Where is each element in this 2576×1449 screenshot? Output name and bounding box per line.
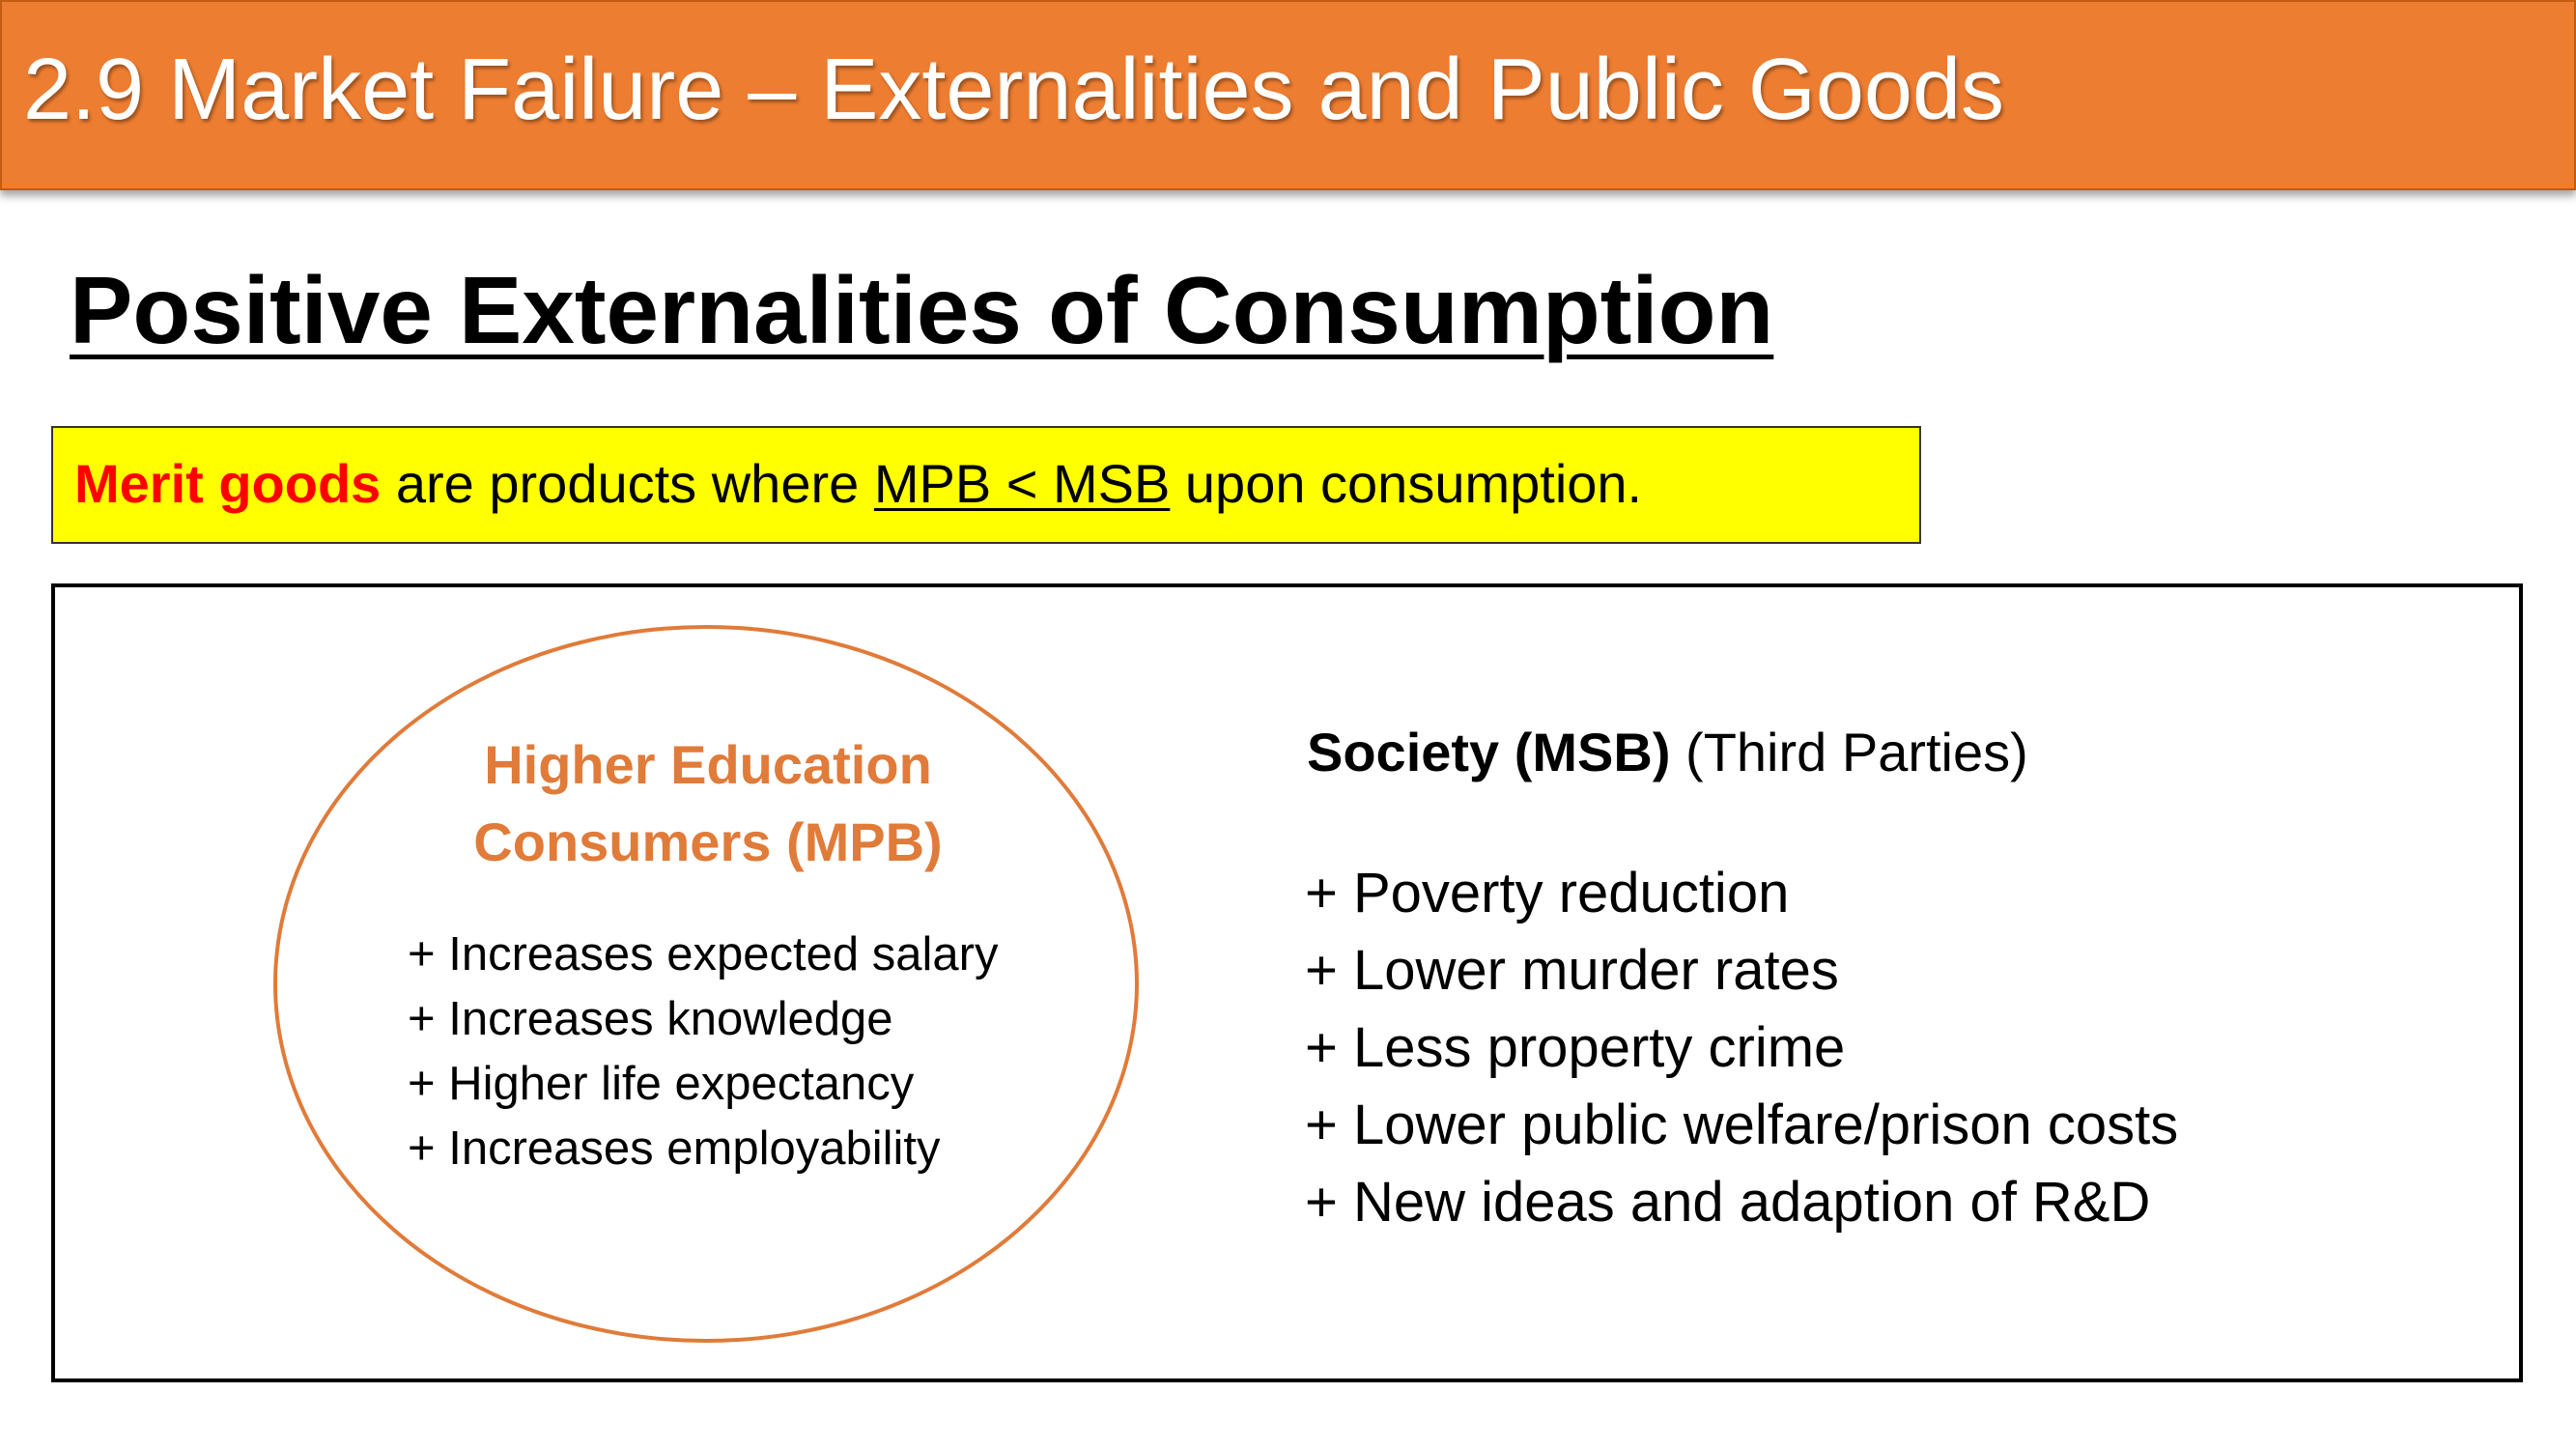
consumer-benefit-item: + Increases knowledge <box>408 993 893 1045</box>
consumer-benefit-item: + Higher life expectancy <box>408 1058 915 1110</box>
society-benefit-item: + Less property crime <box>1305 1016 1846 1079</box>
title-bar: 2.9 Market Failure – Externalities and P… <box>0 0 2576 190</box>
merit-goods-term: Merit goods <box>74 453 382 514</box>
consumers-title-line1: Higher Education <box>484 734 932 795</box>
society-title-bold: Society (MSB) <box>1307 722 1671 782</box>
consumers-ellipse <box>273 625 1139 1343</box>
consumer-benefit-item: + Increases expected salary <box>408 928 999 980</box>
society-benefit-item: + Lower public welfare/prison costs <box>1305 1094 2179 1156</box>
definition-box: Merit goods are products where MPB < MSB… <box>51 426 1921 544</box>
society-benefits-list: + Poverty reduction + Lower murder rates… <box>1305 855 2178 1241</box>
consumers-title: Higher Education Consumers (MPB) <box>473 726 942 881</box>
society-benefit-item: + New ideas and adaption of R&D <box>1305 1171 2151 1234</box>
society-benefit-item: + Lower murder rates <box>1305 939 1839 1002</box>
definition-text-before: are products where <box>381 453 874 514</box>
definition-condition: MPB < MSB <box>873 453 1171 514</box>
consumer-benefits-list: + Increases expected salary + Increases … <box>408 923 998 1181</box>
slide-title: 2.9 Market Failure – Externalities and P… <box>23 42 2005 138</box>
society-title-rest: (Third Parties) <box>1670 722 2028 782</box>
definition-text: Merit goods are products where MPB < MSB… <box>74 457 1642 511</box>
definition-text-after: upon consumption. <box>1170 453 1643 514</box>
consumer-benefit-item: + Increases employability <box>408 1122 941 1175</box>
consumers-title-line2: Consumers (MPB) <box>473 811 943 872</box>
society-benefit-item: + Poverty reduction <box>1305 862 1790 924</box>
society-title: Society (MSB) (Third Parties) <box>1307 725 2028 780</box>
section-heading: Positive Externalities of Consumption <box>70 257 1774 363</box>
